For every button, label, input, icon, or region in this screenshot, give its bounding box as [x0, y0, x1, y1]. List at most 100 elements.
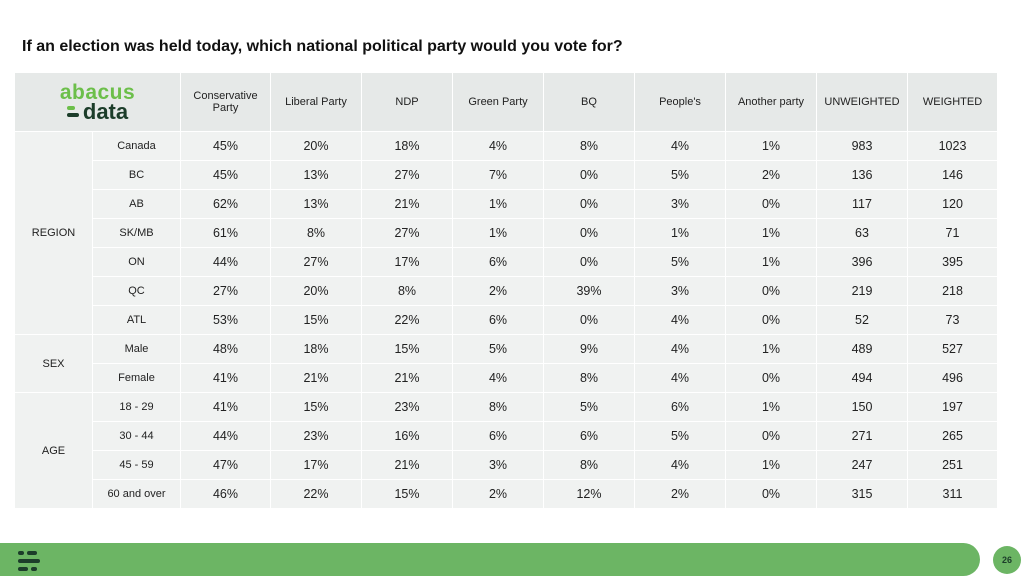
table-cell: 71 — [907, 218, 998, 248]
column-header: BQ — [543, 72, 635, 132]
table-row: QC 27% 20% 8% 2% 39% 3% 0% 219 218 — [15, 276, 998, 306]
table-cell: 20% — [270, 131, 362, 161]
table-cell: 395 — [907, 247, 998, 277]
table-cell: 0% — [725, 189, 817, 219]
table-cell: 4% — [634, 334, 726, 364]
logo-text-top: abacus — [59, 80, 136, 104]
table-row: 30 - 44 44% 23% 16% 6% 6% 5% 0% 271 265 — [15, 421, 998, 451]
table-cell: 0% — [725, 276, 817, 306]
table-cell: 0% — [725, 479, 817, 509]
table-cell: 39% — [543, 276, 635, 306]
table-cell: 3% — [634, 189, 726, 219]
row-label: Male — [92, 334, 181, 364]
table-cell: 41% — [180, 392, 271, 422]
table-cell: 5% — [634, 247, 726, 277]
row-label: SK/MB — [92, 218, 181, 248]
table-cell: 46% — [180, 479, 271, 509]
row-label: ON — [92, 247, 181, 277]
table-cell: 22% — [361, 305, 453, 335]
table-cell: 0% — [543, 218, 635, 248]
table-cell: 4% — [634, 363, 726, 393]
row-label: 45 - 59 — [92, 450, 181, 480]
table-cell: 315 — [816, 479, 908, 509]
row-label: Canada — [92, 131, 181, 161]
table-cell: 271 — [816, 421, 908, 451]
table-cell: 18% — [270, 334, 362, 364]
table-cell: 5% — [452, 334, 544, 364]
table-cell: 52 — [816, 305, 908, 335]
table-cell: 6% — [452, 247, 544, 277]
table-row: Female 41% 21% 21% 4% 8% 4% 0% 494 496 — [15, 363, 998, 393]
table-row: AGE 18 - 29 41% 15% 23% 8% 5% 6% 1% 150 197 — [14, 392, 998, 509]
table-cell: 73 — [907, 305, 998, 335]
table-cell: 0% — [543, 160, 635, 190]
footer-logo-icon — [18, 551, 40, 571]
table-cell: 16% — [361, 421, 453, 451]
table-cell: 6% — [543, 421, 635, 451]
table-row: ON 44% 27% 17% 6% 0% 5% 1% 396 395 — [15, 247, 998, 277]
table-cell: 4% — [452, 131, 544, 161]
table-cell: 3% — [452, 450, 544, 480]
table-cell: 117 — [816, 189, 908, 219]
table-row: BC 45% 13% 27% 7% 0% 5% 2% 136 146 — [15, 160, 998, 190]
table-cell: 150 — [816, 392, 908, 422]
table-cell: 21% — [361, 450, 453, 480]
table-cell: 20% — [270, 276, 362, 306]
table-cell: 8% — [361, 276, 453, 306]
logo-text-bottom: data — [82, 98, 129, 124]
table-cell: 265 — [907, 421, 998, 451]
table-cell: 6% — [634, 392, 726, 422]
table-cell: 17% — [270, 450, 362, 480]
slide-title: If an election was held today, which nat… — [22, 38, 623, 55]
table-cell: 21% — [361, 189, 453, 219]
column-header: UNWEIGHTED — [816, 72, 908, 132]
table-cell: 1% — [634, 218, 726, 248]
table-cell: 23% — [270, 421, 362, 451]
row-label: Female — [92, 363, 181, 393]
table-cell: 146 — [907, 160, 998, 190]
table-cell: 1% — [452, 218, 544, 248]
table-cell: 0% — [725, 363, 817, 393]
table-row: 60 and over 46% 22% 15% 2% 12% 2% 0% 315 311 — [15, 479, 998, 509]
table-cell: 44% — [180, 421, 271, 451]
table-cell: 13% — [270, 189, 362, 219]
results-table: abacus data Conservative Party Liberal Pa… — [14, 72, 998, 509]
table-cell: 45% — [180, 160, 271, 190]
table-cell: 27% — [180, 276, 271, 306]
table-cell: 0% — [543, 305, 635, 335]
table-cell: 9% — [543, 334, 635, 364]
table-cell: 23% — [361, 392, 453, 422]
table-cell: 496 — [907, 363, 998, 393]
table-cell: 4% — [634, 131, 726, 161]
table-cell: 527 — [907, 334, 998, 364]
table-cell: 15% — [361, 334, 453, 364]
table-cell: 0% — [543, 247, 635, 277]
table-cell: 489 — [816, 334, 908, 364]
table-cell: 1% — [725, 392, 817, 422]
group-label: REGION — [14, 131, 93, 335]
table-cell: 4% — [634, 305, 726, 335]
table-cell: 136 — [816, 160, 908, 190]
table-cell: 1% — [725, 131, 817, 161]
table-cell: 219 — [816, 276, 908, 306]
table-cell: 2% — [634, 479, 726, 509]
table-row: ATL 53% 15% 22% 6% 0% 4% 0% 52 73 — [15, 305, 998, 335]
row-label: BC — [92, 160, 181, 190]
header-row: abacus data Conservative Party Liberal Pa… — [14, 72, 998, 132]
table-cell: 197 — [907, 392, 998, 422]
table-row: SEX Male 48% 18% 15% 5% 9% 4% 1% 489 527 — [14, 334, 998, 393]
row-label: ATL — [92, 305, 181, 335]
table-cell: 6% — [452, 305, 544, 335]
table-cell: 2% — [725, 160, 817, 190]
table-cell: 494 — [816, 363, 908, 393]
table-cell: 15% — [270, 392, 362, 422]
abacus-data-logo: abacus data — [15, 82, 180, 123]
table-cell: 1% — [725, 450, 817, 480]
table-row: AB 62% 13% 21% 1% 0% 3% 0% 117 120 — [15, 189, 998, 219]
row-label: 60 and over — [92, 479, 181, 509]
row-label: QC — [92, 276, 181, 306]
column-header: Green Party — [452, 72, 544, 132]
table-cell: 983 — [816, 131, 908, 161]
column-header: WEIGHTED — [907, 72, 998, 132]
table-cell: 5% — [543, 392, 635, 422]
